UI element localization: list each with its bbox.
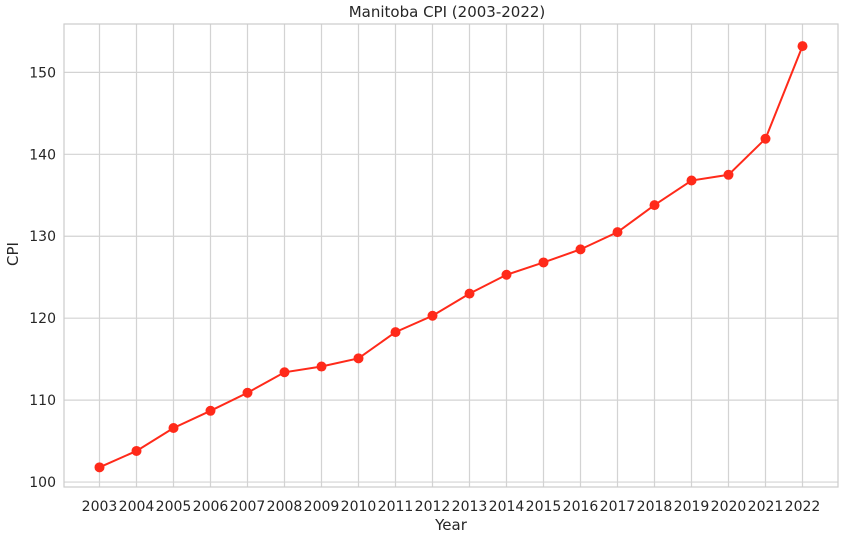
- x-tick-labels: 2003 2004 2005 2006 2007 2008 2009 2010 2011 2012…: [82, 499, 821, 515]
- x-tick-label: 2013: [452, 499, 488, 515]
- data-point: [205, 405, 216, 416]
- data-point: [427, 310, 438, 321]
- data-point: [353, 353, 364, 364]
- x-tick-label: 2011: [378, 499, 414, 515]
- x-axis-label: Year: [434, 516, 468, 534]
- x-tick-label: 2019: [674, 499, 710, 515]
- y-gridlines: [64, 71, 838, 483]
- data-point: [686, 175, 697, 186]
- x-tick-label: 2016: [563, 499, 599, 515]
- x-tick-label: 2021: [748, 499, 784, 515]
- data-point: [501, 269, 512, 280]
- x-tick-label: 2018: [637, 499, 673, 515]
- x-tick-label: 2020: [711, 499, 747, 515]
- x-tick-label: 2014: [489, 499, 525, 515]
- data-point: [131, 445, 142, 456]
- x-tick-label: 2010: [341, 499, 377, 515]
- x-tick-label: 2017: [600, 499, 636, 515]
- x-tick-label: 2009: [304, 499, 340, 515]
- data-point: [538, 257, 549, 268]
- series-group: [94, 41, 808, 473]
- x-tick-label: 2003: [82, 499, 118, 515]
- y-tick-labels: 100 110 120 130 140 150: [29, 65, 56, 491]
- data-point: [649, 200, 660, 211]
- data-point: [390, 327, 401, 338]
- data-point: [464, 288, 475, 299]
- plot-frame: [63, 23, 839, 488]
- data-point: [612, 227, 623, 238]
- x-tick-label: 2007: [230, 499, 266, 515]
- data-point: [760, 133, 771, 144]
- y-tick-label: 120: [29, 311, 56, 327]
- x-tick-label: 2004: [119, 499, 155, 515]
- y-tick-label: 130: [29, 229, 56, 245]
- x-tick-label: 2005: [156, 499, 192, 515]
- x-tick-label: 2006: [193, 499, 229, 515]
- y-axis-label: CPI: [4, 242, 22, 266]
- x-tick-label: 2015: [526, 499, 562, 515]
- data-point: [242, 387, 253, 398]
- y-tick-label: 110: [29, 393, 56, 409]
- y-tick-label: 140: [29, 147, 56, 163]
- y-tick-label: 150: [29, 65, 56, 81]
- x-tick-label: 2008: [267, 499, 303, 515]
- data-point: [797, 41, 808, 52]
- x-gridlines: [98, 24, 804, 487]
- data-point: [316, 361, 327, 372]
- data-point: [168, 422, 179, 433]
- x-tick-label: 2022: [785, 499, 821, 515]
- y-tick-label: 100: [29, 475, 56, 491]
- data-point: [575, 244, 586, 255]
- chart-title: Manitoba CPI (2003-2022): [349, 3, 546, 21]
- series-line: [99, 45, 804, 469]
- data-point: [723, 169, 734, 180]
- x-tick-label: 2012: [415, 499, 451, 515]
- data-point: [94, 462, 105, 473]
- data-point: [279, 367, 290, 378]
